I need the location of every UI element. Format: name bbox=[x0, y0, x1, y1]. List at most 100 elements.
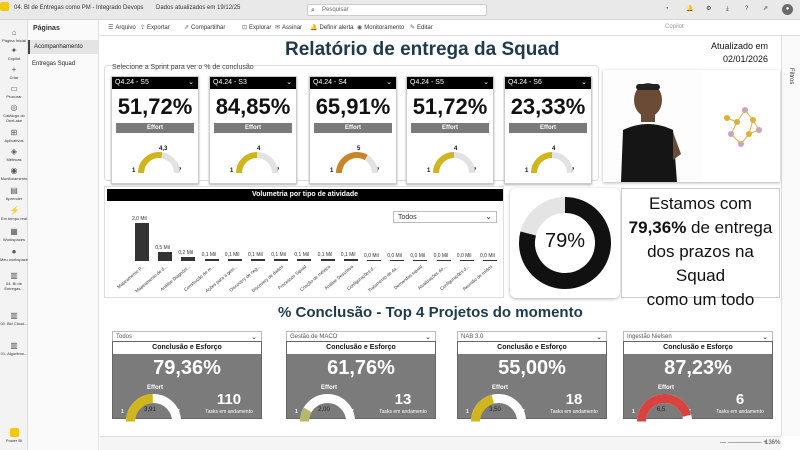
toolbar-icon-2: ⇗ bbox=[184, 25, 190, 31]
sprint-card-2[interactable]: Q4.24 - S4 ⌄ 65,91% Effort 5 1 7 bbox=[309, 76, 397, 184]
nav-icon-11: ● bbox=[11, 247, 17, 256]
share-icon[interactable]: ⇗ bbox=[763, 6, 769, 12]
sprint-dropdown-3[interactable]: Q4.24 - S5 ⌄ bbox=[407, 77, 493, 89]
toolbar-button-6[interactable]: ◉ Monitoramento bbox=[357, 24, 404, 31]
project-gauge-value-0: 3,91 bbox=[144, 407, 156, 413]
data-updated-label[interactable]: Dados atualizados em 19/12/25 bbox=[156, 5, 241, 11]
nav-item-3[interactable]: ▭ Procurar bbox=[0, 84, 28, 99]
sprint-prompt: Selecione a Sprint para ver o % de concl… bbox=[112, 64, 254, 71]
toolbar-icon-4: ✉ bbox=[275, 25, 281, 31]
sprint-gauge-0 bbox=[138, 152, 180, 174]
bar-4[interactable] bbox=[227, 259, 242, 261]
bar-10[interactable] bbox=[367, 260, 381, 261]
page-item-entregas-squad[interactable]: Entregas Squad bbox=[32, 61, 76, 67]
nav-item-13[interactable]: ▥ 03. Bid Cloud... bbox=[0, 311, 28, 326]
nav-item-2[interactable]: + Criar bbox=[0, 65, 28, 80]
bar-13[interactable] bbox=[436, 260, 451, 261]
sprint-card-0[interactable]: Q4.24 - S5 ⌄ 51,72% Effort 4,3 1 7 bbox=[111, 76, 199, 184]
nav-item-12[interactable]: ▥ 04. BI de Entregas... bbox=[0, 271, 28, 291]
sprint-dropdown-4[interactable]: Q4.24 - S6 ⌄ bbox=[505, 77, 591, 89]
bar-1[interactable] bbox=[158, 251, 173, 261]
bar-9[interactable] bbox=[343, 259, 358, 261]
toolbar-button-3[interactable]: ⊡ Explorar bbox=[242, 24, 271, 31]
sprint-dropdown-2[interactable]: Q4.24 - S4 ⌄ bbox=[310, 77, 396, 89]
sprint-dropdown-1[interactable]: Q4.24 - S3 ⌄ bbox=[210, 77, 296, 89]
sprint-dropdown-0[interactable]: Q4.24 - S5 ⌄ bbox=[112, 77, 198, 89]
bar-7[interactable] bbox=[297, 259, 312, 261]
project-header-2: Conclusão e Esforço bbox=[458, 342, 606, 354]
bell-icon[interactable]: 🔔 bbox=[686, 6, 694, 12]
sprint-name-1: Q4.24 - S3 bbox=[213, 79, 247, 86]
bar-12[interactable] bbox=[413, 260, 428, 261]
bar-8[interactable] bbox=[320, 259, 335, 261]
toolbar-button-5[interactable]: 🔔 Definir alerta bbox=[310, 24, 354, 31]
toolbar-button-2[interactable]: ⇗ Compartilhar bbox=[184, 24, 225, 31]
project-card-3: Conclusão e Esforço 87,23% Effort 6 Tasks em… bbox=[623, 341, 773, 422]
chevron-down-icon: ⌄ bbox=[286, 79, 292, 86]
filters-pane-collapsed[interactable]: Filtros bbox=[781, 36, 800, 436]
nav-item-4[interactable]: ◎ Catálogo do OneLake bbox=[0, 103, 28, 123]
nav-item-11[interactable]: ● Meu workspace bbox=[0, 247, 28, 262]
project-tasks-2: 18 bbox=[565, 391, 583, 408]
bar-2[interactable] bbox=[181, 257, 196, 261]
nav-item-1[interactable]: ✦ Copilot bbox=[0, 46, 28, 61]
toolbar-icon-5: 🔔 bbox=[310, 25, 318, 31]
volumetria-filter-dropdown[interactable]: Todos ⌄ bbox=[393, 211, 497, 223]
toolbar-button-1[interactable]: ⇪ Exportar bbox=[140, 24, 170, 31]
chevron-down-icon: ⌄ bbox=[425, 334, 431, 341]
status-bar: — ──────── + 136% bbox=[100, 436, 781, 450]
copilot-button[interactable]: Copilot bbox=[665, 24, 684, 30]
nav-item-5[interactable]: ⊞ Aplicativos bbox=[0, 128, 28, 143]
toolbar-icon-7: ✎ bbox=[410, 25, 416, 31]
sprint-card-3[interactable]: Q4.24 - S5 ⌄ 51,72% Effort 4 1 7 bbox=[406, 76, 494, 184]
help-icon[interactable]: ? bbox=[745, 6, 749, 12]
project-card-2: Conclusão e Esforço 55,00% Effort 18 Tasks e… bbox=[457, 341, 607, 422]
chevron-down-icon: ⌄ bbox=[188, 79, 194, 86]
nav-item-6[interactable]: ◈ Métricas bbox=[0, 147, 28, 162]
bar-11[interactable] bbox=[390, 260, 405, 261]
zoom-slider[interactable]: — ──────── + bbox=[720, 440, 767, 446]
sprint-gauge-1-fill bbox=[236, 152, 258, 174]
download-icon[interactable]: ⤓ bbox=[726, 6, 729, 12]
avatar[interactable]: ● bbox=[782, 4, 793, 15]
tab-title[interactable]: 04. BI de Entregas como PM - Integrado D… bbox=[14, 5, 144, 11]
bar-label-11: 0,0 Mil bbox=[387, 253, 402, 259]
project-effort-label-0: Effort bbox=[147, 385, 163, 391]
chevron-down-icon: ⌄ bbox=[762, 334, 768, 341]
sprint-card-1[interactable]: Q4.24 - S3 ⌄ 84,85% Effort 4 1 7 bbox=[209, 76, 297, 184]
nav-item-8[interactable]: ▤ Aprender bbox=[0, 186, 28, 201]
filters-label: Filtros bbox=[788, 68, 794, 85]
bar-label-5: 0,1 Mil bbox=[248, 252, 263, 259]
toolbar-button-7[interactable]: ✎ Editar bbox=[410, 24, 433, 31]
bar-0[interactable] bbox=[135, 223, 149, 261]
toolbar-button-0[interactable]: ☰ Arquivo bbox=[108, 24, 136, 31]
page-item-acompanhamento[interactable]: Acompanhamento bbox=[28, 40, 98, 54]
bar-6[interactable] bbox=[274, 259, 289, 261]
toolbar-button-4[interactable]: ✉ Assinar bbox=[275, 24, 302, 31]
nav-icon-7: ◉ bbox=[10, 166, 18, 175]
donut-panel: 79% bbox=[510, 188, 620, 298]
project-gauge-2-fill bbox=[471, 394, 495, 422]
nav-item-7[interactable]: ◉ Monitoramento bbox=[0, 166, 28, 181]
bar-14[interactable] bbox=[459, 260, 474, 261]
search-input[interactable]: ⌕ Pesquisar bbox=[307, 4, 487, 16]
project-filter-value-0: Todos bbox=[116, 334, 133, 340]
bar-15[interactable] bbox=[483, 260, 497, 261]
bar-5[interactable] bbox=[251, 259, 265, 261]
gear-icon[interactable]: ⚙ bbox=[706, 6, 712, 12]
sprint-effort-label-2: Effort bbox=[314, 123, 392, 133]
nav-item-14[interactable]: ▥ 01. Algoritmo... bbox=[0, 341, 28, 356]
bar-3[interactable] bbox=[204, 259, 219, 261]
nav-item-9[interactable]: ⚡ Em tempo real bbox=[0, 206, 28, 221]
bar-label-10: 0,0 Mil bbox=[364, 253, 379, 259]
project-gauge-3 bbox=[637, 394, 692, 422]
sprint-card-4[interactable]: Q4.24 - S6 ⌄ 23,33% Effort 4 1 7 bbox=[504, 76, 592, 184]
notifications-icon[interactable]: ◔ bbox=[665, 6, 669, 12]
nav-item-0[interactable]: ⌂ Página Inicial bbox=[0, 28, 28, 43]
nav-item-10[interactable]: ▦ Workspaces bbox=[0, 227, 28, 242]
nav-icon-5: ⊞ bbox=[10, 128, 18, 137]
powerbi-brand[interactable]: Power BI bbox=[0, 428, 28, 443]
toolbar-label-5: Definir alerta bbox=[319, 25, 354, 31]
sprint-pct-3: 51,72% bbox=[412, 94, 488, 119]
kpi-line-4: como um todo bbox=[646, 290, 755, 309]
